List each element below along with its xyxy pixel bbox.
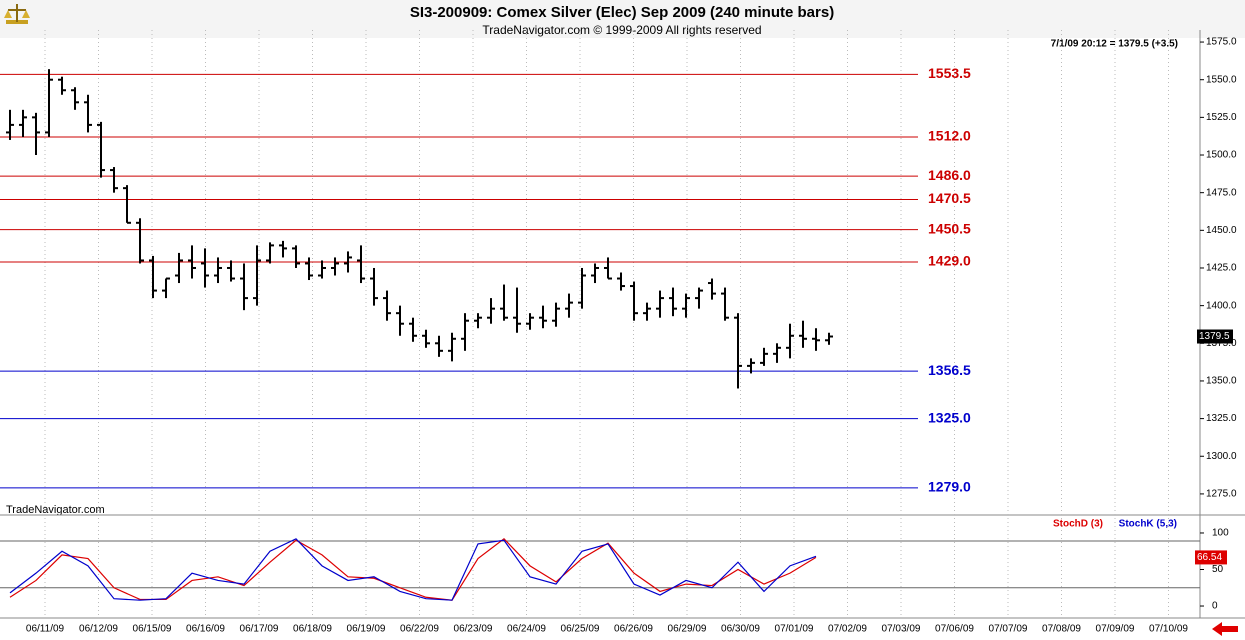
x-tick-label: 07/08/09 bbox=[1042, 624, 1081, 635]
y-tick-label: 1300.0 bbox=[1206, 451, 1237, 462]
level-label: 1512.0 bbox=[928, 128, 971, 144]
chart-subtitle: TradeNavigator.com © 1999-2009 All right… bbox=[482, 23, 761, 37]
last-price-box bbox=[1197, 329, 1233, 344]
x-tick-label: 06/24/09 bbox=[507, 624, 546, 635]
x-tick-label: 06/30/09 bbox=[721, 624, 760, 635]
y-tick-label: 1475.0 bbox=[1206, 187, 1237, 198]
x-tick-label: 06/23/09 bbox=[454, 624, 493, 635]
y-tick-label: 1400.0 bbox=[1206, 300, 1237, 311]
y-tick-label: 1525.0 bbox=[1206, 112, 1237, 123]
last-value-box bbox=[1195, 550, 1227, 565]
y-tick-label: 50 bbox=[1212, 564, 1224, 575]
x-tick-label: 07/10/09 bbox=[1149, 624, 1188, 635]
x-tick-label: 07/07/09 bbox=[989, 624, 1028, 635]
y-tick-label: 1350.0 bbox=[1206, 376, 1237, 387]
x-tick-label: 07/01/09 bbox=[775, 624, 814, 635]
level-label: 1553.5 bbox=[928, 65, 971, 81]
x-tick-label: 06/15/09 bbox=[133, 624, 172, 635]
level-label: 1356.5 bbox=[928, 362, 971, 378]
y-tick-label: 1575.0 bbox=[1206, 37, 1237, 48]
y-tick-label: 1325.0 bbox=[1206, 413, 1237, 424]
y-tick-label: 1275.0 bbox=[1206, 489, 1237, 500]
y-tick-label: 1500.0 bbox=[1206, 150, 1237, 161]
level-label: 1470.5 bbox=[928, 190, 971, 206]
last-value-label: 66.54 bbox=[1197, 552, 1222, 563]
chart-title: SI3-200909: Comex Silver (Elec) Sep 2009… bbox=[410, 4, 834, 21]
watermark: TradeNavigator.com bbox=[6, 504, 105, 516]
y-tick-label: 1550.0 bbox=[1206, 74, 1237, 85]
header-band bbox=[0, 0, 1245, 38]
level-label: 1325.0 bbox=[928, 409, 971, 425]
stoch-line bbox=[9, 538, 817, 601]
legend-entry: StochD (3) bbox=[1053, 519, 1103, 530]
level-label: 1279.0 bbox=[928, 479, 971, 495]
x-tick-label: 06/25/09 bbox=[561, 624, 600, 635]
x-tick-label: 06/29/09 bbox=[668, 624, 707, 635]
y-tick-label: 100 bbox=[1212, 528, 1229, 539]
logo bbox=[4, 4, 30, 24]
x-tick-label: 06/17/09 bbox=[240, 624, 279, 635]
level-label: 1450.5 bbox=[928, 220, 971, 236]
last-price-label: 1379.5 bbox=[1199, 331, 1230, 342]
legend-entry: StochK (5,3) bbox=[1119, 519, 1177, 530]
x-tick-label: 06/16/09 bbox=[186, 624, 225, 635]
y-tick-label: 1425.0 bbox=[1206, 263, 1237, 274]
x-tick-label: 06/22/09 bbox=[400, 624, 439, 635]
x-tick-label: 07/06/09 bbox=[935, 624, 974, 635]
level-label: 1429.0 bbox=[928, 253, 971, 269]
scroll-arrow[interactable] bbox=[1212, 622, 1238, 636]
x-tick-label: 06/26/09 bbox=[614, 624, 653, 635]
y-tick-label: 0 bbox=[1212, 601, 1218, 612]
x-tick-label: 06/18/09 bbox=[293, 624, 332, 635]
x-tick-label: 07/03/09 bbox=[882, 624, 921, 635]
y-tick-label: 1450.0 bbox=[1206, 225, 1237, 236]
x-tick-label: 06/11/09 bbox=[26, 624, 65, 635]
x-tick-label: 07/09/09 bbox=[1096, 624, 1135, 635]
info-text: 7/1/09 20:12 = 1379.5 (+3.5) bbox=[1051, 39, 1178, 50]
x-tick-label: 06/19/09 bbox=[347, 624, 386, 635]
level-label: 1486.0 bbox=[928, 167, 971, 183]
x-tick-label: 07/02/09 bbox=[828, 624, 867, 635]
x-tick-label: 06/12/09 bbox=[79, 624, 118, 635]
